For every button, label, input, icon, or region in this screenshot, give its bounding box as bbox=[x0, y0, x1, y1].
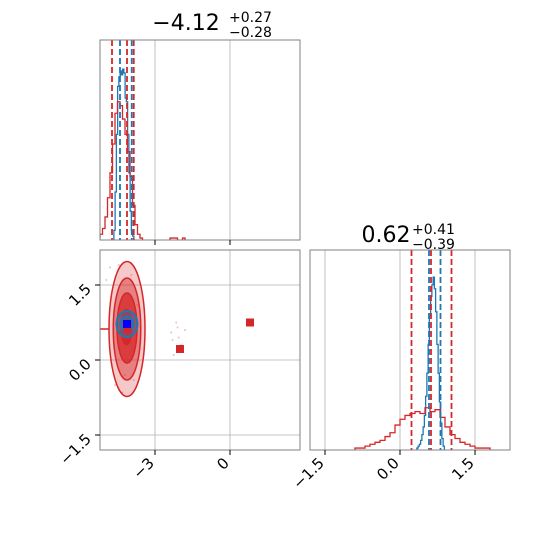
joint-panel: −3 0 −1.5 0.0 1.5 bbox=[56, 249, 301, 482]
scatter-point-16 bbox=[175, 321, 178, 324]
scatter-point-9 bbox=[124, 374, 126, 376]
scatter-point-1 bbox=[109, 266, 111, 269]
scatter-point-3 bbox=[114, 384, 116, 386]
marginal-1-plot-area bbox=[100, 40, 231, 240]
title-param-2-plus: +0.41 bbox=[412, 222, 455, 238]
scatter-point-8 bbox=[117, 264, 120, 266]
joint-x-tick-label-1: 0 bbox=[213, 454, 232, 473]
title-param-2: 0.62 bbox=[362, 223, 411, 248]
scatter-point-10 bbox=[170, 331, 173, 334]
red-histogram bbox=[354, 407, 491, 450]
red-histogram bbox=[100, 101, 186, 240]
red-marker-2 bbox=[123, 325, 132, 333]
marginal-2-frame bbox=[309, 249, 511, 451]
marginal-1-quantile-lines bbox=[111, 40, 135, 240]
marginal-1-histograms bbox=[100, 68, 186, 240]
marginal-2-x-tick-label-2: 1.5 bbox=[448, 454, 478, 484]
scatter-point-5 bbox=[132, 379, 135, 381]
marginal-1-grid bbox=[154, 40, 231, 240]
joint-y-tick-label-2: 1.5 bbox=[65, 280, 95, 310]
marginal-2-histograms bbox=[354, 276, 491, 450]
title-param-1-minus: −0.28 bbox=[229, 25, 272, 41]
scatter-point-2 bbox=[130, 274, 133, 276]
marginal-panel-param-1 bbox=[99, 39, 301, 245]
scatter-point-11 bbox=[176, 326, 179, 329]
title-param-2-minus: −0.39 bbox=[412, 237, 455, 253]
marginal-2-x-tick-label-1: 0.0 bbox=[373, 454, 403, 484]
joint-y-tick-label-1: 0.0 bbox=[65, 355, 95, 385]
joint-y-tick-label-0: −1.5 bbox=[56, 430, 94, 468]
marginal-panel-param-2: −1.5 0.0 1.5 bbox=[289, 249, 511, 493]
red-marker-0 bbox=[176, 345, 184, 353]
scatter-point-18 bbox=[171, 339, 174, 341]
joint-markers bbox=[123, 318, 254, 353]
red-marker-1 bbox=[246, 318, 254, 327]
joint-frame bbox=[99, 249, 301, 451]
joint-plot-area bbox=[100, 250, 300, 450]
title-param-2-value: 0.62 bbox=[362, 223, 411, 248]
marginal-2-x-tick-label-0: −1.5 bbox=[289, 454, 327, 492]
marginal-2-grid bbox=[324, 250, 476, 450]
marginal-2-quantile-lines bbox=[410, 250, 453, 450]
scatter-point-13 bbox=[172, 354, 175, 356]
title-param-1-plus: +0.27 bbox=[229, 10, 272, 26]
joint-x-tick-label-0: −3 bbox=[129, 454, 157, 482]
scatter-point-15 bbox=[184, 329, 186, 331]
blue-histogram bbox=[113, 68, 135, 240]
marginal-2-ticks: −1.5 0.0 1.5 bbox=[289, 450, 478, 493]
title-param-1-value: −4.12 bbox=[152, 11, 219, 36]
joint-scatter bbox=[105, 264, 186, 394]
scatter-point-14 bbox=[177, 336, 180, 339]
blue-marker-0 bbox=[123, 320, 131, 328]
marginal-2-plot-area bbox=[324, 250, 491, 450]
scatter-point-0 bbox=[105, 279, 108, 281]
scatter-point-7 bbox=[136, 304, 139, 306]
marginal-1-ticks bbox=[154, 240, 231, 245]
title-param-1: −4.12 bbox=[152, 11, 219, 36]
marginal-1-frame bbox=[99, 39, 301, 241]
